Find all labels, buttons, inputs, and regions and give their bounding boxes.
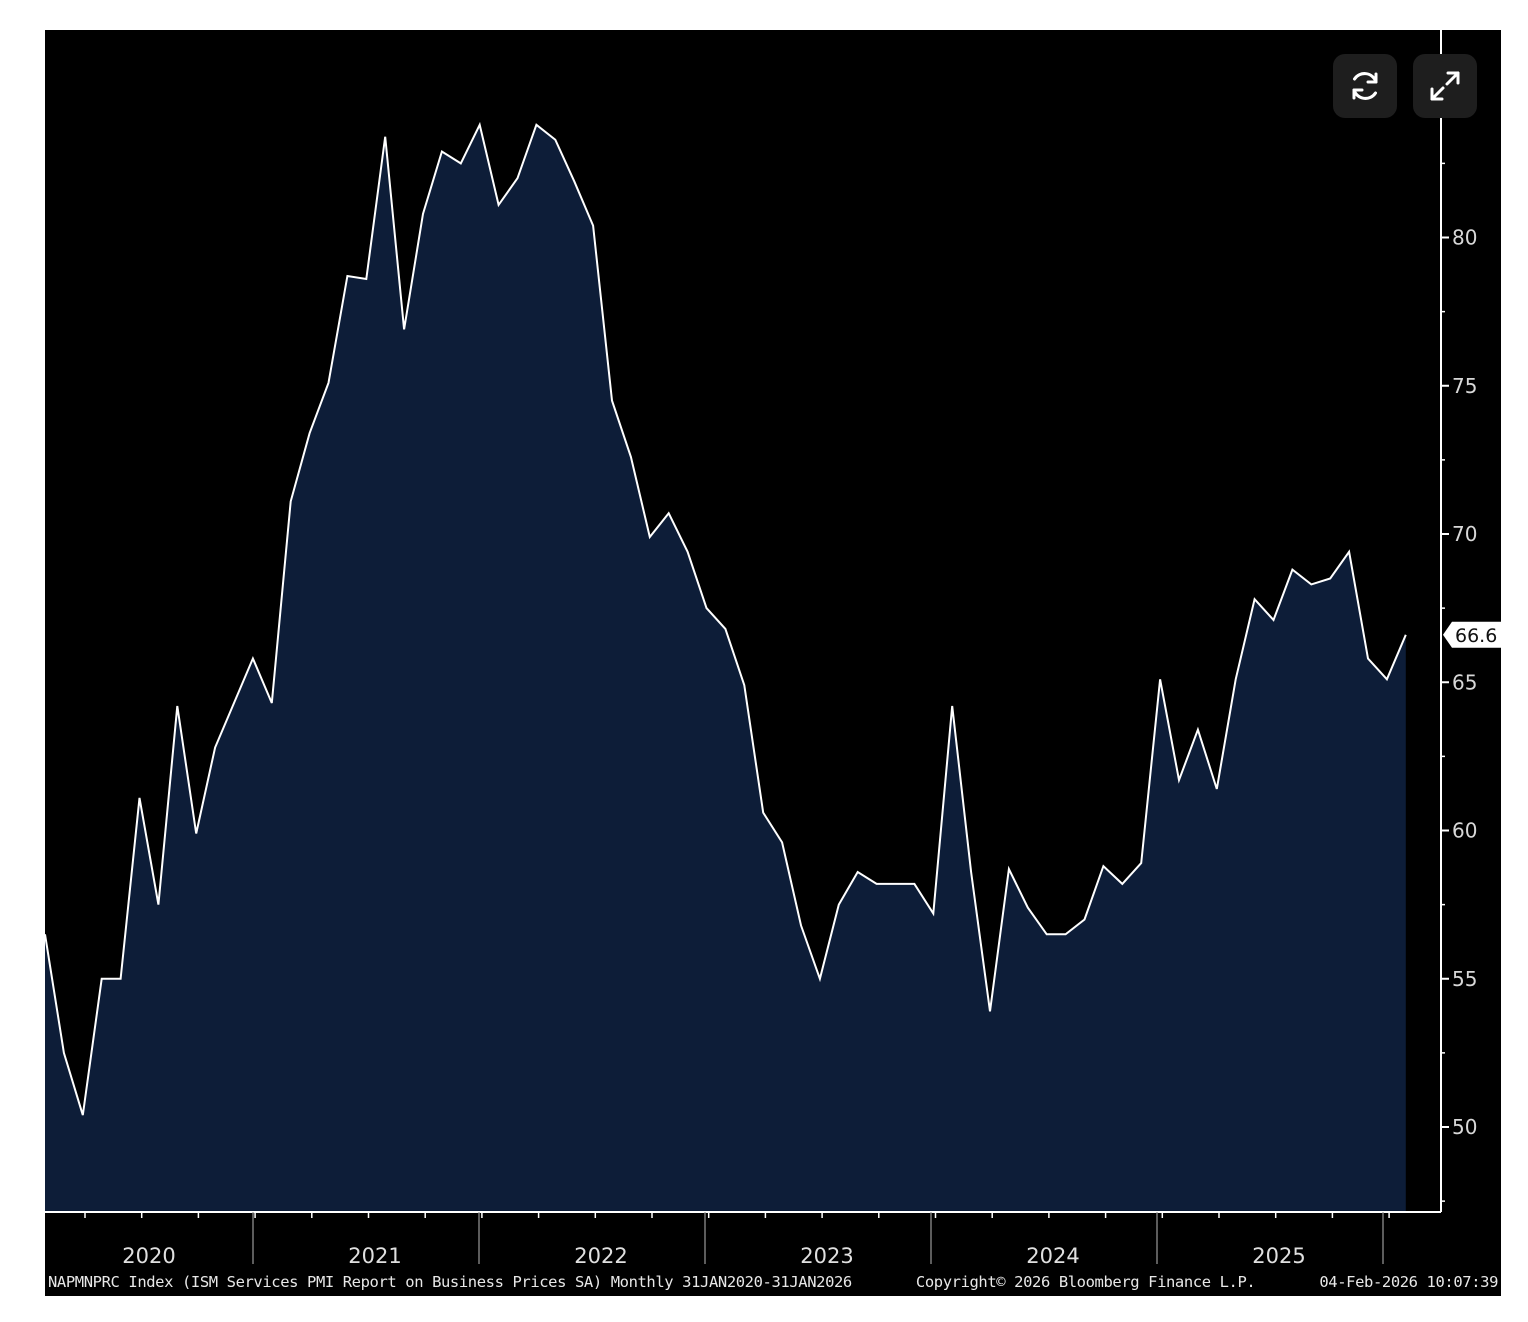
chart-svg: 2020 2021 2022 2023 2024 2025 50 55 60 65 70 75 80 66… <box>45 30 1501 1268</box>
x-tick-label: 2025 <box>1252 1244 1305 1268</box>
chart-footer: NAPMNPRC Index (ISM Services PMI Report … <box>48 1273 1498 1295</box>
series-area <box>45 124 1406 1212</box>
y-tick-label: 50 <box>1452 1115 1477 1139</box>
y-tick-label: 75 <box>1452 374 1477 398</box>
y-tick-label: 70 <box>1452 522 1477 546</box>
x-tick-label: 2022 <box>574 1244 627 1268</box>
x-tick-label: 2020 <box>122 1244 175 1268</box>
axis-layer <box>45 30 1449 1264</box>
y-tick-label: 65 <box>1452 670 1477 694</box>
y-tick-label: 55 <box>1452 967 1477 991</box>
footer-copyright: Copyright© 2026 Bloomberg Finance L.P. <box>915 1273 1256 1291</box>
label-layer: 2020 2021 2022 2023 2024 2025 50 55 60 65 70 75 80 66… <box>122 226 1501 1268</box>
refresh-icon <box>1352 72 1378 100</box>
chart-frame: 2020 2021 2022 2023 2024 2025 50 55 60 65 70 75 80 66… <box>45 30 1501 1296</box>
expand-icon <box>1430 71 1460 101</box>
refresh-button[interactable] <box>1333 54 1397 118</box>
x-tick-label: 2023 <box>800 1244 853 1268</box>
y-tick-label: 80 <box>1452 226 1477 250</box>
expand-button[interactable] <box>1413 54 1477 118</box>
area-layer <box>45 121 1407 1212</box>
last-value-label: 66.6 <box>1455 625 1497 647</box>
x-tick-label: 2024 <box>1026 1244 1079 1268</box>
footer-description: NAPMNPRC Index (ISM Services PMI Report … <box>48 1273 852 1291</box>
x-tick-label: 2021 <box>348 1244 401 1268</box>
footer-timestamp: 04-Feb-2026 10:07:39 <box>1319 1273 1498 1291</box>
series-line <box>45 121 1407 1116</box>
last-value-badge <box>1443 621 1501 648</box>
y-tick-label: 60 <box>1452 819 1477 843</box>
